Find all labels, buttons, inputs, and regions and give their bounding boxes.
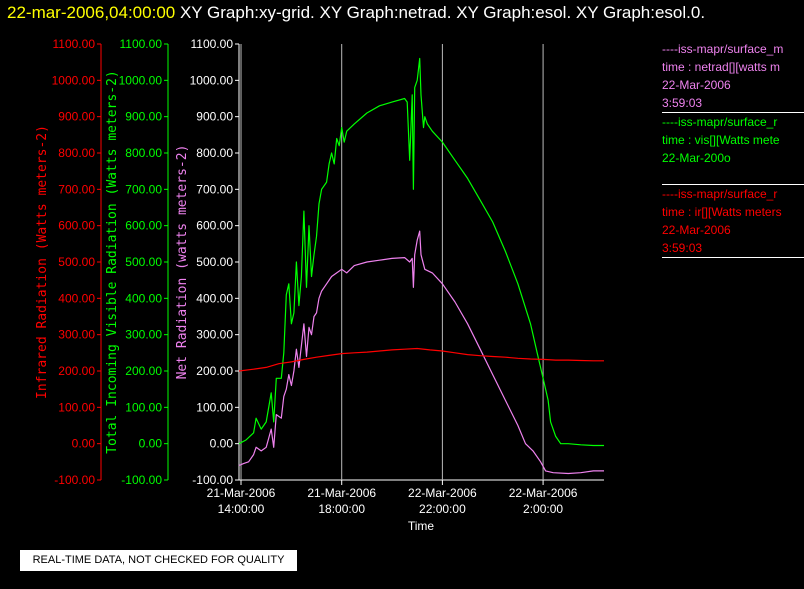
- x-tick-label-time: 14:00:00: [218, 502, 265, 516]
- y-axis-label-net: Net Radiation (watts meters-2): [175, 145, 190, 380]
- series-group: [238, 57, 604, 475]
- y-tick-label-visible: 800.00: [125, 146, 162, 160]
- y-axis-label-infrared: Infrared Radiation (Watts meters-2): [35, 125, 50, 399]
- y-tick-label-visible: 0.00: [139, 437, 163, 451]
- legend-entry-netrad: ----iss-mapr/surface_m time : netrad[][w…: [662, 40, 804, 112]
- y-tick-label-net: 1000.00: [190, 73, 234, 87]
- y-tick-label-infrared: 700.00: [58, 182, 95, 196]
- x-tick-label-date: 22-Mar-2006: [408, 486, 477, 500]
- x-tick-label-date: 21-Mar-2006: [207, 486, 276, 500]
- y-tick-label-visible: 1100.00: [120, 37, 163, 51]
- y-tick-label-net: 0.00: [210, 437, 234, 451]
- legend-divider: [662, 184, 804, 185]
- y-tick-label-net: 1100.00: [191, 37, 234, 51]
- legend-entry-vis: ----iss-mapr/surface_r time : vis[][Watt…: [662, 113, 804, 167]
- x-tick-label-time: 22:00:00: [419, 502, 466, 516]
- y-tick-label-visible: 400.00: [125, 291, 162, 305]
- legend-date: 22-Mar-2006: [662, 223, 731, 237]
- y-tick-label-net: 300.00: [196, 328, 233, 342]
- x-axis-label: Time: [408, 519, 435, 533]
- y-tick-label-visible: 600.00: [125, 219, 162, 233]
- grid-group: [240, 44, 544, 480]
- legend-date: 22-Mar-2006: [662, 78, 731, 92]
- title-graph-list: XY Graph:xy-grid. XY Graph:netrad. XY Gr…: [175, 3, 706, 22]
- quality-warning-label: REAL-TIME DATA, NOT CHECKED FOR QUALITY: [20, 550, 297, 571]
- legend-source: ----iss-mapr/surface_r: [662, 187, 778, 201]
- legend-series: time : netrad[][watts m: [662, 60, 781, 74]
- y-tick-label-infrared: 1100.00: [53, 37, 96, 51]
- y-tick-label-visible: 1000.00: [119, 73, 163, 87]
- y-tick-label-visible: 100.00: [125, 400, 162, 414]
- y-tick-label-visible: 500.00: [125, 255, 162, 269]
- title-timestamp: 22-mar-2006,04:00:00: [7, 3, 176, 22]
- legend-date: 22-Mar-200o: [662, 151, 731, 165]
- y-tick-label-visible: 900.00: [125, 110, 162, 124]
- x-tick-label-date: 21-Mar-2006: [307, 486, 376, 500]
- legend-source: ----iss-mapr/surface_m: [662, 42, 784, 56]
- y-tick-label-net: 200.00: [196, 364, 233, 378]
- y-tick-label-net: 400.00: [196, 291, 233, 305]
- y-tick-label-visible: 200.00: [125, 364, 162, 378]
- legend-divider: [662, 257, 804, 258]
- y-tick-label-visible: 700.00: [125, 182, 162, 196]
- legend-series: time : vis[][Watts mete: [662, 133, 780, 147]
- y-tick-label-visible: -100.00: [121, 473, 162, 487]
- y-axis-label-visible: Total Incoming Visible Radiation (Watts …: [105, 70, 120, 454]
- y-tick-label-infrared: 400.00: [58, 291, 95, 305]
- y-tick-label-net: 600.00: [196, 219, 233, 233]
- y-tick-label-infrared: 500.00: [58, 255, 95, 269]
- y-tick-label-infrared: 300.00: [58, 328, 95, 342]
- y-tick-label-infrared: 100.00: [58, 400, 95, 414]
- axes-group: -100.00 0.00 100.00 200.00 300.00 400.00 500.0…: [52, 37, 604, 516]
- series-line-ir: [238, 347, 604, 372]
- legend-entry-ir: ----iss-mapr/surface_r time : ir[][Watts…: [662, 185, 804, 257]
- x-tick-label-time: 18:00:00: [318, 502, 365, 516]
- legend-divider: [662, 112, 804, 113]
- y-tick-label-net: 500.00: [196, 255, 233, 269]
- legend-time: 3:59:03: [662, 96, 703, 110]
- y-tick-label-infrared: 200.00: [58, 364, 95, 378]
- series-line-vis: [238, 57, 604, 447]
- legend-source: ----iss-mapr/surface_r: [662, 115, 778, 129]
- y-tick-label-net: 800.00: [196, 146, 233, 160]
- y-tick-label-infrared: 0.00: [72, 437, 96, 451]
- x-tick-label-date: 22-Mar-2006: [509, 486, 578, 500]
- y-tick-label-net: 900.00: [196, 110, 233, 124]
- y-tick-label-net: -100.00: [192, 473, 233, 487]
- y-tick-label-infrared: 900.00: [58, 110, 95, 124]
- legend-time: 3:59:03: [662, 241, 703, 255]
- x-tick-label-time: 2:00:00: [523, 502, 563, 516]
- y-tick-label-net: 700.00: [196, 182, 233, 196]
- legend-series: time : ir[][Watts meters: [662, 205, 782, 219]
- y-tick-label-infrared: -100.00: [54, 473, 95, 487]
- y-tick-label-infrared: 1000.00: [52, 73, 96, 87]
- y-tick-label-visible: 300.00: [125, 328, 162, 342]
- y-tick-label-infrared: 800.00: [58, 146, 95, 160]
- series-line-netrad: [238, 230, 604, 475]
- y-tick-label-net: 100.00: [196, 400, 233, 414]
- graph-title-bar: 22-mar-2006,04:00:00 XY Graph:xy-grid. X…: [7, 2, 804, 26]
- y-tick-label-infrared: 600.00: [58, 219, 95, 233]
